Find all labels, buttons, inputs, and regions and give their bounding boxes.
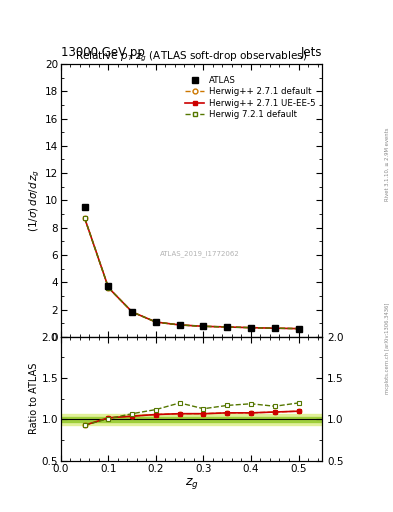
Y-axis label: $(1/\sigma)\,d\sigma/d\,z_g$: $(1/\sigma)\,d\sigma/d\,z_g$ xyxy=(28,169,42,232)
Bar xyxy=(61,417,322,421)
Text: 13000 GeV pp: 13000 GeV pp xyxy=(61,46,145,59)
Title: Relative $p_T$ $z_g$ (ATLAS soft-drop observables): Relative $p_T$ $z_g$ (ATLAS soft-drop ob… xyxy=(75,50,308,64)
Text: Rivet 3.1.10, ≥ 2.9M events: Rivet 3.1.10, ≥ 2.9M events xyxy=(385,127,389,201)
Text: ATLAS_2019_I1772062: ATLAS_2019_I1772062 xyxy=(160,250,240,257)
Text: Jets: Jets xyxy=(301,46,322,59)
Legend: ATLAS, Herwig++ 2.7.1 default, Herwig++ 2.7.1 UE-EE-5, Herwig 7.2.1 default: ATLAS, Herwig++ 2.7.1 default, Herwig++ … xyxy=(183,74,318,121)
Y-axis label: Ratio to ATLAS: Ratio to ATLAS xyxy=(29,363,39,435)
Bar xyxy=(61,414,322,425)
X-axis label: $z_g$: $z_g$ xyxy=(185,476,198,492)
Text: mcplots.cern.ch [arXiv:1306.3436]: mcplots.cern.ch [arXiv:1306.3436] xyxy=(385,303,389,394)
